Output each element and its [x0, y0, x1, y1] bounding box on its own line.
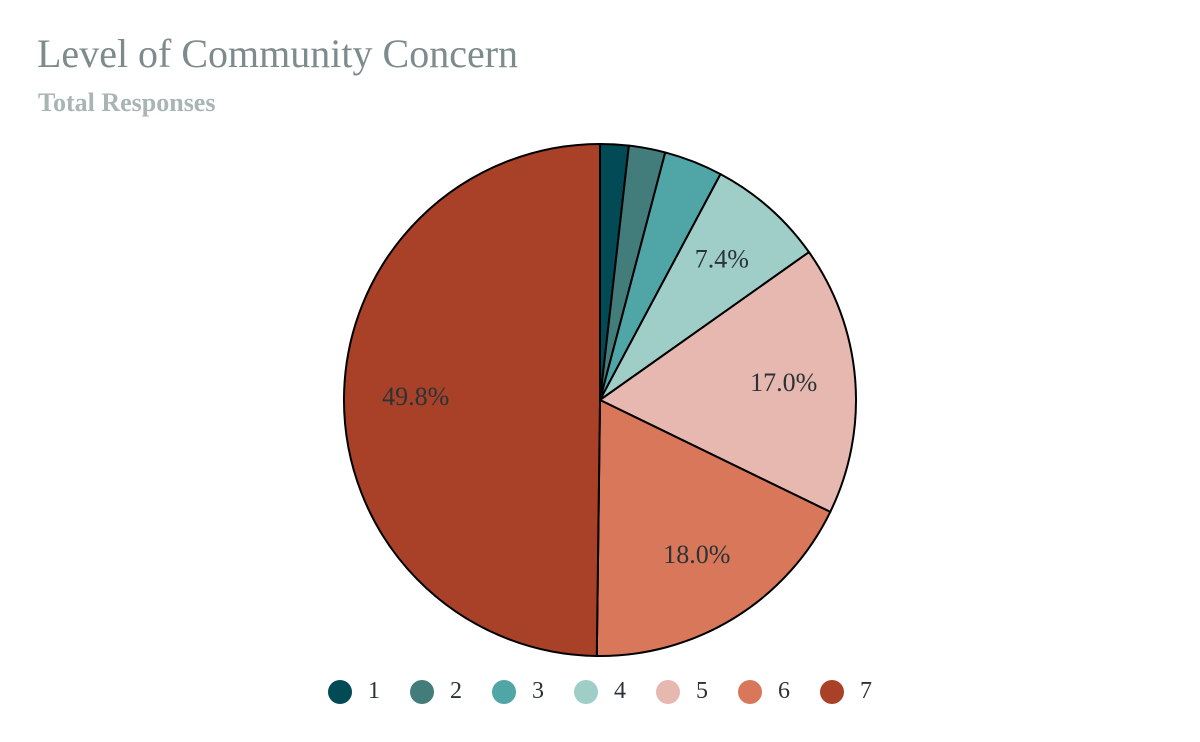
data-label-6: 18.0%: [663, 540, 730, 569]
legend-label: 1: [368, 678, 380, 704]
legend-label: 2: [450, 678, 462, 704]
pie-slice-7[interactable]: [343, 143, 601, 657]
legend-item-4[interactable]: 4: [574, 678, 626, 705]
legend-swatch-icon: [820, 679, 844, 704]
legend-label: 6: [778, 678, 790, 704]
chart-subtitle: Total Responses: [38, 88, 216, 117]
legend-item-6[interactable]: 6: [738, 678, 790, 705]
legend-label: 4: [614, 678, 626, 704]
legend-swatch-icon: [738, 679, 762, 704]
chart-title: Level of Community Concern: [37, 31, 519, 76]
legend-label: 5: [696, 678, 708, 704]
legend-item-2[interactable]: 2: [410, 678, 462, 705]
legend-swatch-icon: [410, 679, 434, 704]
legend-item-3[interactable]: 3: [492, 678, 544, 705]
data-label-5: 17.0%: [750, 368, 817, 397]
pie-slice-6[interactable]: [595, 399, 832, 657]
pie-slice-4[interactable]: [599, 173, 810, 401]
legend-swatch-icon: [656, 679, 680, 704]
legend-swatch-icon: [574, 679, 598, 704]
data-label-4: 7.4%: [695, 245, 749, 274]
legend: 1 2 3 4 5 6 7: [0, 678, 1200, 705]
data-label-7: 49.8%: [382, 382, 449, 411]
legend-swatch-icon: [492, 679, 516, 704]
legend-item-5[interactable]: 5: [656, 678, 708, 705]
pie-slice-5[interactable]: [599, 251, 857, 513]
legend-swatch-icon: [328, 679, 352, 704]
legend-label: 3: [532, 678, 544, 704]
legend-item-1[interactable]: 1: [328, 678, 380, 705]
legend-label: 7: [860, 678, 872, 704]
legend-item-7[interactable]: 7: [820, 678, 872, 705]
